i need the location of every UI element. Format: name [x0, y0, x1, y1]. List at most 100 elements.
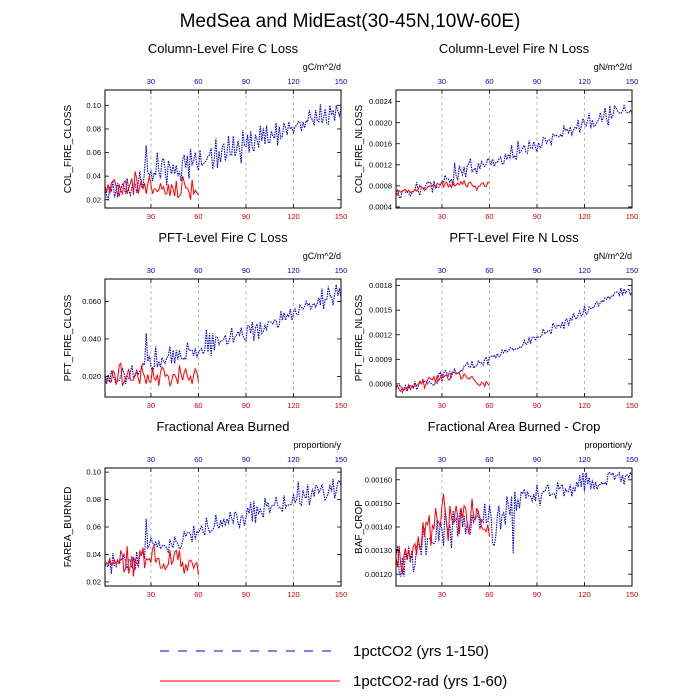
y-tick-label: 0.0016 [369, 139, 392, 148]
y-tick-label: 0.02 [86, 195, 101, 204]
series-line-co2 [104, 478, 342, 574]
x-tick-label-top: 30 [147, 266, 155, 275]
legend-item-rad: 1pctCO2-rad (yrs 1-60) [160, 673, 507, 690]
y-tick-label: 0.10 [86, 468, 101, 477]
plot-frame [104, 278, 342, 398]
x-tick-label-top: 30 [147, 77, 155, 86]
x-tick-label-top: 150 [335, 455, 348, 464]
x-tick-label-top: 120 [287, 77, 300, 86]
x-tick-label-bottom: 90 [533, 212, 541, 221]
x-tick-label-bottom: 30 [147, 401, 155, 410]
series-line-co2 [104, 104, 342, 202]
y-tick-label: 0.00130 [365, 546, 392, 555]
y-tick-label: 0.020 [82, 372, 101, 381]
x-tick-label-bottom: 90 [242, 401, 250, 410]
x-tick-label-top: 60 [485, 77, 493, 86]
y-tick-label: 0.040 [82, 335, 101, 344]
plot-frame [395, 89, 633, 209]
series-line-rad [104, 544, 199, 577]
x-tick-label-bottom: 120 [578, 212, 591, 221]
x-tick-label-bottom: 90 [242, 212, 250, 221]
x-tick-label-bottom: 60 [194, 212, 202, 221]
x-tick-label-bottom: 150 [335, 212, 348, 221]
x-tick-label-bottom: 120 [287, 401, 300, 410]
x-tick-label-bottom: 60 [194, 401, 202, 410]
y-tick-label: 0.06 [86, 148, 101, 157]
x-tick-label-bottom: 120 [287, 212, 300, 221]
y-tick-label: 0.00150 [365, 499, 392, 508]
x-tick-label-bottom: 120 [578, 590, 591, 599]
panel-title: Fractional Area Burned - Crop [428, 419, 601, 434]
units-label: proportion/y [293, 440, 341, 450]
x-tick-label-top: 120 [287, 266, 300, 275]
y-axis-label: COL_FIRE_NLOSS [354, 104, 365, 193]
panel-title: PFT-Level Fire C Loss [158, 230, 288, 245]
x-tick-label-top: 150 [626, 77, 639, 86]
x-tick-label-top: 120 [578, 77, 591, 86]
x-tick-label-bottom: 150 [626, 401, 639, 410]
panel-3: PFT-Level Fire N Loss gN/m^2/d PFT_FIRE_NL… [354, 230, 638, 410]
panel-title: Column-Level Fire N Loss [439, 41, 590, 56]
y-tick-label: 0.0018 [369, 281, 392, 290]
x-tick-label-bottom: 90 [242, 590, 250, 599]
x-tick-label-top: 150 [335, 77, 348, 86]
x-tick-label-top: 60 [194, 455, 202, 464]
legend-label-rad: 1pctCO2-rad (yrs 1-60) [353, 673, 507, 690]
y-tick-label: 0.02 [86, 577, 101, 586]
panel-title: Fractional Area Burned [157, 419, 290, 434]
y-tick-label: 0.08 [86, 125, 101, 134]
x-tick-label-bottom: 150 [335, 590, 348, 599]
x-tick-label-bottom: 90 [533, 590, 541, 599]
units-label: gC/m^2/d [303, 251, 341, 261]
x-tick-label-bottom: 120 [578, 401, 591, 410]
series-line-rad [104, 171, 199, 200]
x-tick-label-top: 30 [438, 77, 446, 86]
y-tick-label: 0.04 [86, 172, 101, 181]
plot-frame [104, 467, 342, 587]
units-label: gN/m^2/d [594, 62, 632, 72]
x-tick-label-bottom: 150 [335, 401, 348, 410]
y-axis-label: PFT_FIRE_NLOSS [354, 294, 365, 381]
plot-frame [395, 278, 633, 398]
series-line-rad [395, 371, 490, 393]
x-tick-label-bottom: 150 [626, 212, 639, 221]
legend-label-co2: 1pctCO2 (yrs 1-150) [353, 643, 489, 660]
y-tick-label: 0.0015 [369, 306, 392, 315]
x-tick-label-top: 90 [533, 266, 541, 275]
y-tick-label: 0.0004 [369, 203, 392, 212]
y-tick-label: 0.06 [86, 523, 101, 532]
x-tick-label-bottom: 60 [485, 590, 493, 599]
panel-5: Fractional Area Burned - Crop proportion/… [354, 419, 638, 599]
x-tick-label-top: 120 [287, 455, 300, 464]
series-line-co2 [104, 284, 342, 386]
y-tick-label: 0.0008 [369, 181, 392, 190]
panel-title: PFT-Level Fire N Loss [449, 230, 579, 245]
x-tick-label-bottom: 60 [194, 590, 202, 599]
x-tick-label-bottom: 90 [533, 401, 541, 410]
y-tick-label: 0.0009 [369, 355, 392, 364]
x-tick-label-bottom: 150 [626, 590, 639, 599]
panel-2: PFT-Level Fire C Loss gC/m^2/d PFT_FIRE_CL… [63, 230, 347, 410]
y-tick-label: 0.0006 [369, 379, 392, 388]
x-tick-label-bottom: 30 [438, 590, 446, 599]
plot-frame [104, 89, 342, 209]
x-tick-label-top: 30 [147, 455, 155, 464]
panel-title: Column-Level Fire C Loss [148, 41, 299, 56]
figure-title: MedSea and MidEast(30-45N,10W-60E) [180, 11, 521, 32]
x-tick-label-top: 120 [578, 455, 591, 464]
x-tick-label-bottom: 30 [147, 590, 155, 599]
y-tick-label: 0.08 [86, 495, 101, 504]
y-tick-label: 0.00160 [365, 475, 392, 484]
y-axis-label: FAREA_BURNED [63, 487, 74, 568]
x-tick-label-top: 90 [242, 77, 250, 86]
x-tick-label-top: 90 [533, 77, 541, 86]
x-tick-label-top: 60 [194, 77, 202, 86]
x-tick-label-top: 60 [485, 266, 493, 275]
panel-0: Column-Level Fire C Loss gC/m^2/d COL_FIRE… [63, 41, 347, 221]
y-tick-label: 0.10 [86, 101, 101, 110]
x-tick-label-bottom: 120 [287, 590, 300, 599]
series-line-co2 [395, 286, 633, 394]
series-line-co2 [395, 103, 633, 199]
x-tick-label-top: 60 [485, 455, 493, 464]
